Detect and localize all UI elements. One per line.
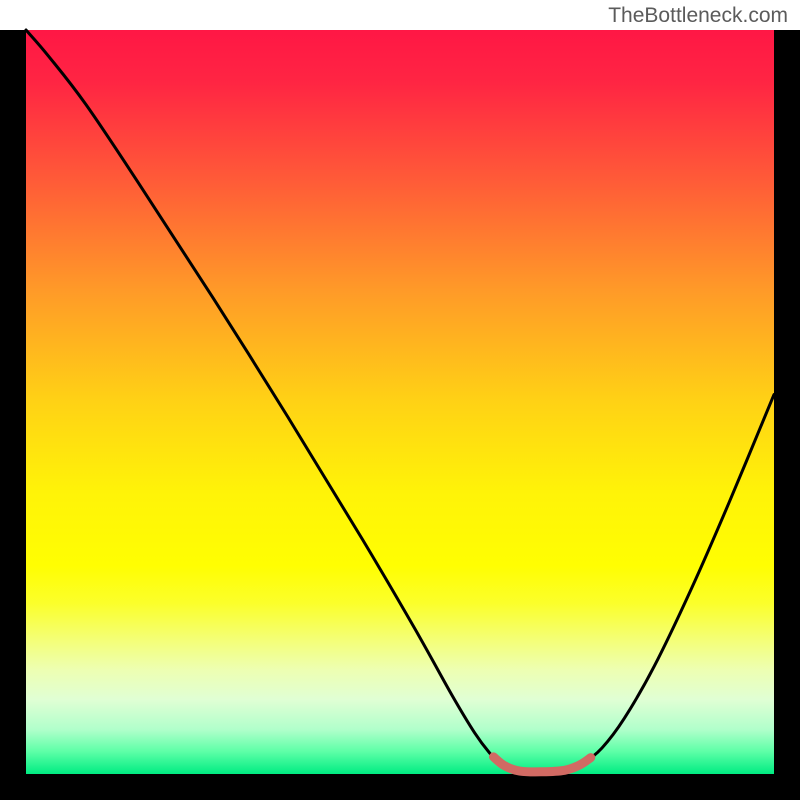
watermark-text: TheBottleneck.com (608, 4, 788, 28)
chart-svg (0, 0, 800, 800)
plot-background (26, 30, 774, 774)
bottleneck-chart: TheBottleneck.com (0, 0, 800, 800)
